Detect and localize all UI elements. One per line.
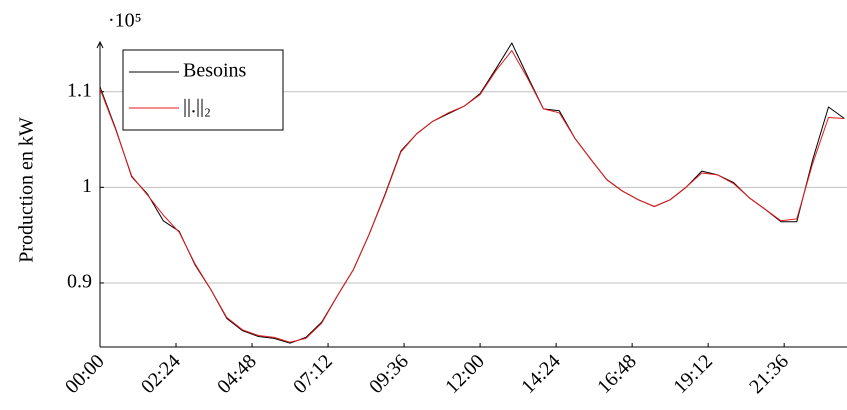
- x-tick-label: 02:24: [137, 350, 185, 398]
- x-tick-label: 14:24: [517, 350, 565, 398]
- x-tick-label: 04:48: [213, 350, 261, 398]
- y-axis-label: Production en kW: [16, 117, 38, 263]
- x-tick-label: 16:48: [593, 350, 641, 398]
- x-tick-label: 19:12: [669, 350, 717, 398]
- x-tick-label: 00:00: [61, 350, 109, 398]
- y-multiplier: ·10⁵: [108, 10, 142, 32]
- legend-label: ||.||₂: [183, 96, 211, 118]
- legend-label: Besoins: [183, 60, 247, 82]
- series-line: [99, 50, 845, 343]
- x-tick-label: 12:00: [441, 350, 489, 398]
- legend-box: [122, 49, 284, 131]
- y-tick-label: 1.1: [67, 79, 92, 101]
- y-tick-label: 1: [82, 175, 92, 197]
- y-axis-arrow: [96, 40, 104, 49]
- y-tick-label: 0.9: [67, 271, 92, 293]
- x-tick-label: 21:36: [745, 350, 793, 398]
- x-tick-label: 07:12: [289, 350, 337, 398]
- x-tick-label: 09:36: [365, 350, 413, 398]
